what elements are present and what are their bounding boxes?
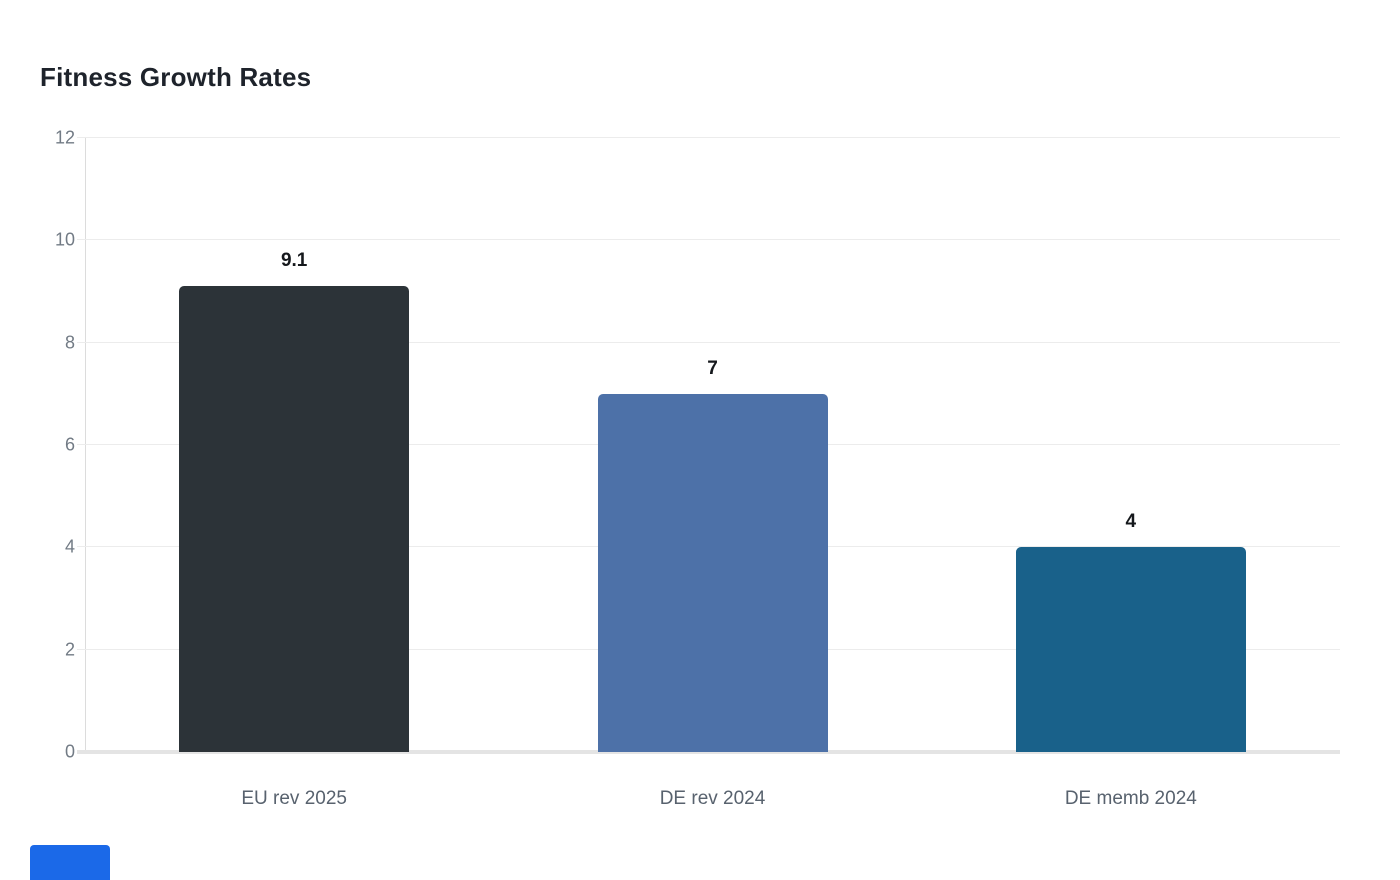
bar-eu-rev-2025: [179, 286, 409, 752]
chart-title: Fitness Growth Rates: [40, 62, 312, 92]
gridline-y-12: [77, 137, 1340, 138]
y-tick-label-10: 10: [54, 229, 75, 250]
bar-de-rev-2024: [598, 394, 828, 752]
y-tick-label-4: 4: [64, 536, 75, 557]
y-tick-label-2: 2: [64, 639, 75, 660]
x-category-label-de-memb-2024: DE memb 2024: [1064, 788, 1197, 809]
gridline-y-10: [77, 239, 1340, 241]
bottom-left-blue-button[interactable]: [30, 845, 110, 880]
y-tick-label-6: 6: [64, 434, 75, 455]
gridline-y-8: [77, 341, 1340, 343]
y-tick-label-0: 0: [64, 741, 75, 762]
y-tick-label-8: 8: [64, 332, 75, 353]
bar-de-memb-2024: [1016, 547, 1246, 752]
x-category-label-de-rev-2024: DE rev 2024: [659, 788, 766, 809]
bar-value-label-4: 4: [1125, 511, 1137, 532]
plot-area: 9.1 7 4: [77, 137, 1340, 754]
y-tick-label-12: 12: [54, 127, 75, 148]
x-category-label-eu-rev-2025: EU rev 2025: [241, 788, 347, 809]
bar-value-label-7: 7: [707, 358, 718, 379]
y-axis-line: [85, 138, 86, 752]
bar-value-label-9.1: 9.1: [280, 250, 308, 271]
gridline-y-0: [77, 750, 1340, 754]
